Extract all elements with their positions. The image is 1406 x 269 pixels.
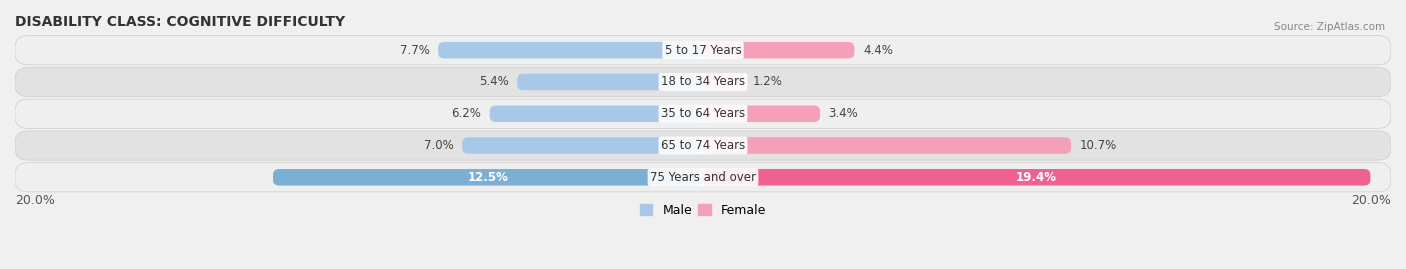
FancyBboxPatch shape — [273, 169, 703, 186]
Text: 35 to 64 Years: 35 to 64 Years — [661, 107, 745, 120]
Text: 6.2%: 6.2% — [451, 107, 481, 120]
Text: 75 Years and over: 75 Years and over — [650, 171, 756, 184]
Text: 4.4%: 4.4% — [863, 44, 893, 57]
Text: 20.0%: 20.0% — [1351, 194, 1391, 207]
FancyBboxPatch shape — [703, 74, 744, 90]
FancyBboxPatch shape — [15, 67, 1391, 97]
FancyBboxPatch shape — [703, 169, 1371, 186]
FancyBboxPatch shape — [703, 105, 820, 122]
FancyBboxPatch shape — [15, 99, 1391, 128]
Text: 12.5%: 12.5% — [468, 171, 509, 184]
Text: 10.7%: 10.7% — [1080, 139, 1116, 152]
Text: 19.4%: 19.4% — [1017, 171, 1057, 184]
Text: 1.2%: 1.2% — [752, 76, 783, 89]
FancyBboxPatch shape — [463, 137, 703, 154]
FancyBboxPatch shape — [703, 42, 855, 58]
Text: 65 to 74 Years: 65 to 74 Years — [661, 139, 745, 152]
Text: 5 to 17 Years: 5 to 17 Years — [665, 44, 741, 57]
Text: 5.4%: 5.4% — [479, 76, 509, 89]
FancyBboxPatch shape — [15, 163, 1391, 192]
FancyBboxPatch shape — [15, 36, 1391, 65]
FancyBboxPatch shape — [703, 137, 1071, 154]
Text: 3.4%: 3.4% — [828, 107, 858, 120]
Text: Source: ZipAtlas.com: Source: ZipAtlas.com — [1274, 22, 1385, 31]
Text: DISABILITY CLASS: COGNITIVE DIFFICULTY: DISABILITY CLASS: COGNITIVE DIFFICULTY — [15, 15, 344, 29]
Text: 20.0%: 20.0% — [15, 194, 55, 207]
FancyBboxPatch shape — [439, 42, 703, 58]
FancyBboxPatch shape — [489, 105, 703, 122]
Text: 7.7%: 7.7% — [399, 44, 429, 57]
FancyBboxPatch shape — [15, 131, 1391, 160]
Legend: Male, Female: Male, Female — [636, 199, 770, 222]
Text: 18 to 34 Years: 18 to 34 Years — [661, 76, 745, 89]
Text: 7.0%: 7.0% — [423, 139, 454, 152]
FancyBboxPatch shape — [517, 74, 703, 90]
